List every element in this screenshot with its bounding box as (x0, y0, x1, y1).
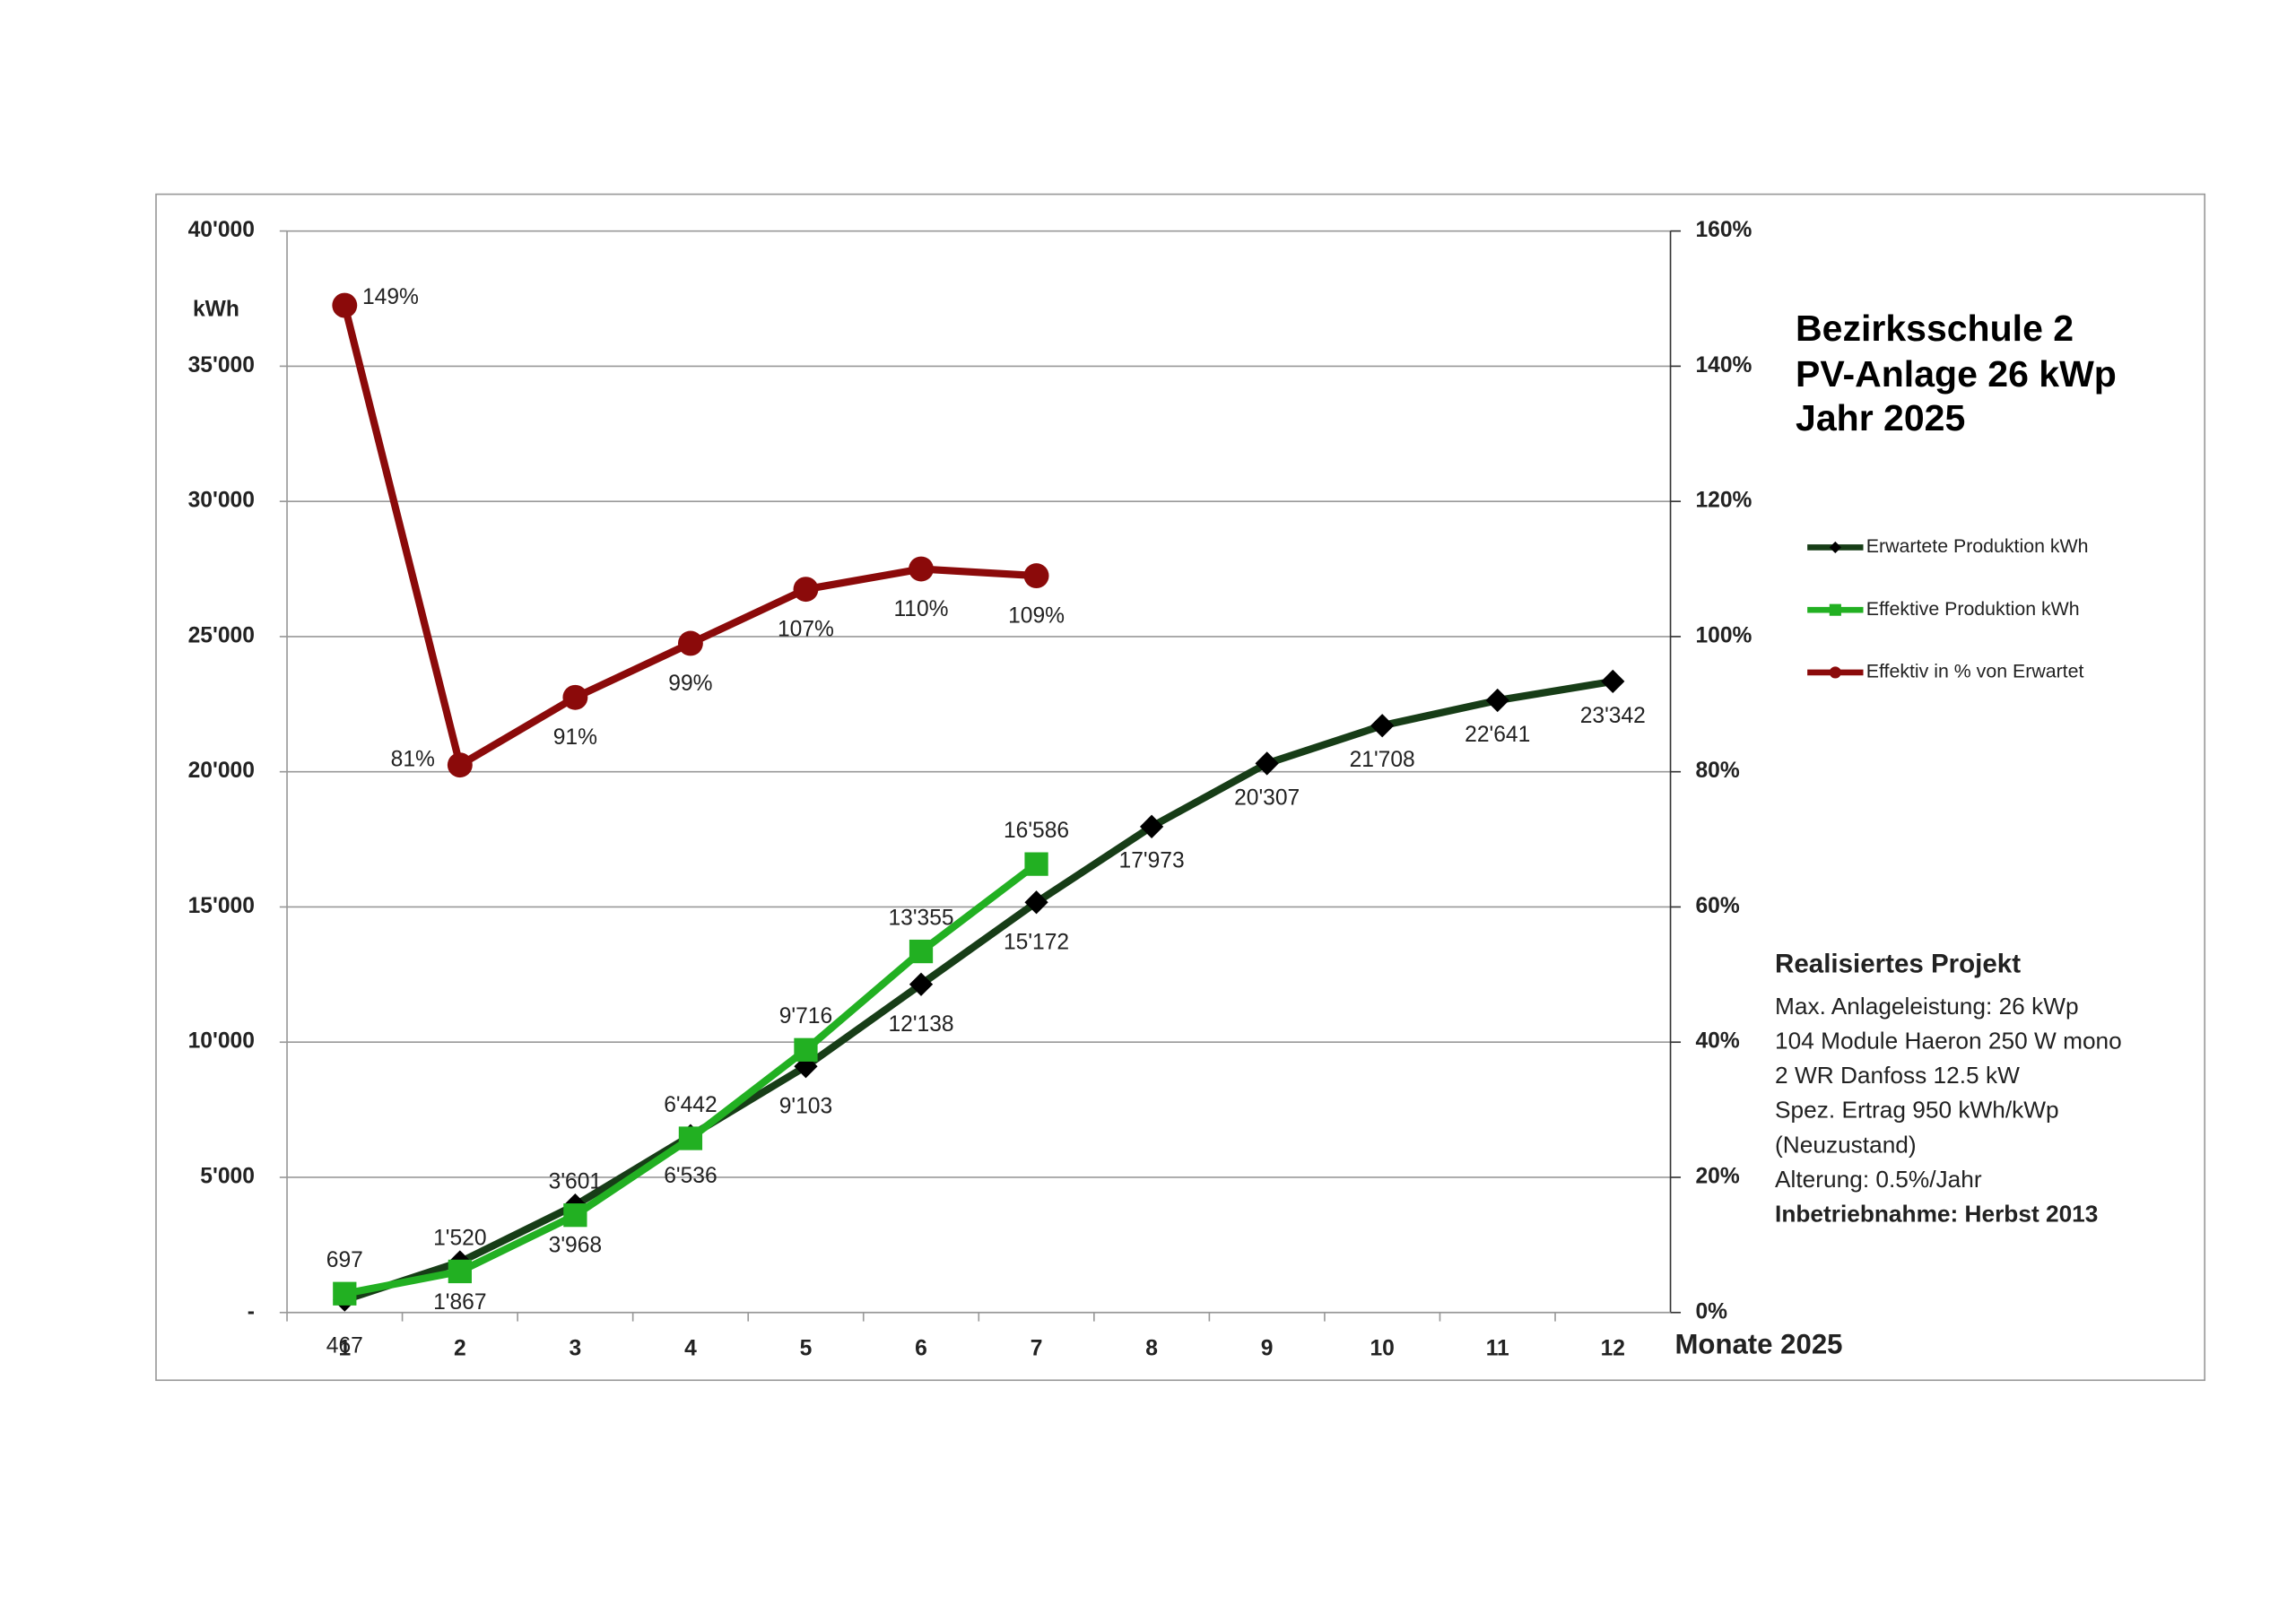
legend-marker (1829, 541, 1841, 554)
chart-title: Jahr 2025 (1796, 397, 1965, 438)
info-line: Max. Anlageleistung: 26 kWp (1775, 993, 2079, 1020)
y2-tick-label: 60% (1695, 894, 1739, 918)
data-label: 13'355 (888, 906, 953, 930)
x-tick-label: 12 (1601, 1336, 1625, 1360)
x-axis-label: Monate 2025 (1674, 1329, 1842, 1360)
data-label: 9'716 (779, 1004, 832, 1028)
y2-tick-label: 40% (1695, 1029, 1739, 1054)
data-label: 110% (893, 597, 948, 621)
chart-title: PV-Anlage 26 kWp (1796, 353, 2117, 395)
chart-border (155, 193, 2206, 1382)
info-line: (Neuzustand) (1775, 1131, 1917, 1158)
y-tick-label: 20'000 (188, 759, 255, 783)
data-label: 697 (326, 1248, 363, 1272)
marker (447, 752, 473, 778)
marker (1139, 814, 1164, 838)
data-label: 15'172 (1004, 931, 1069, 955)
legend-label: Effektiv in % von Erwartet (1866, 661, 2084, 682)
data-label: 12'138 (888, 1012, 953, 1037)
marker (678, 1126, 703, 1150)
chart-title: Bezirksschule 2 (1796, 308, 2074, 349)
y2-tick-label: 20% (1695, 1164, 1739, 1188)
data-label: 17'973 (1119, 849, 1185, 873)
data-label: 6'536 (664, 1164, 717, 1188)
legend-label: Erwartete Produktion kWh (1866, 535, 2089, 557)
data-label: 1'867 (433, 1290, 486, 1315)
y2-tick-label: 100% (1695, 623, 1752, 647)
y-tick-label: - (248, 1299, 255, 1324)
y2-tick-label: 140% (1695, 353, 1752, 378)
marker (1370, 714, 1395, 738)
marker (1024, 852, 1048, 876)
y-axis-label: kWh (193, 298, 239, 322)
marker (909, 939, 934, 964)
marker (677, 630, 703, 656)
marker (332, 292, 358, 318)
data-label: 16'586 (1004, 819, 1069, 843)
x-tick-label: 8 (1145, 1336, 1158, 1360)
data-label: 6'442 (664, 1093, 717, 1117)
y2-tick-label: 0% (1695, 1299, 1727, 1324)
legend-marker (1829, 666, 1841, 679)
marker (793, 577, 819, 603)
data-label: 3'601 (549, 1170, 602, 1194)
y-tick-label: 15'000 (188, 894, 255, 918)
x-tick-label: 2 (454, 1336, 466, 1360)
data-label: 20'307 (1234, 785, 1300, 810)
y-tick-label: 10'000 (188, 1029, 255, 1054)
marker (563, 1203, 587, 1228)
marker (562, 684, 588, 710)
y-tick-label: 30'000 (188, 489, 255, 513)
y-tick-label: 25'000 (188, 623, 255, 647)
x-tick-label: 5 (800, 1336, 813, 1360)
series-line (344, 677, 1613, 1304)
marker (794, 1037, 818, 1062)
x-tick-label: 1 (338, 1336, 351, 1360)
legend-marker (1829, 603, 1841, 616)
x-tick-label: 6 (915, 1336, 927, 1360)
info-line: Inbetriebnahme: Herbst 2013 (1775, 1200, 2098, 1227)
series-line (341, 304, 1037, 769)
y-tick-label: 35'000 (188, 353, 255, 378)
legend-label: Effektive Produktion kWh (1866, 598, 2080, 620)
data-label: 91% (553, 725, 597, 750)
data-label: 99% (668, 672, 712, 696)
marker (448, 1259, 472, 1284)
x-tick-label: 4 (684, 1336, 697, 1360)
x-tick-label: 11 (1486, 1336, 1509, 1360)
marker (333, 1281, 357, 1306)
y-tick-label: 5'000 (200, 1164, 255, 1188)
x-tick-label: 9 (1261, 1336, 1274, 1360)
info-line: Alterung: 0.5%/Jahr (1775, 1166, 1982, 1193)
data-label: 149% (362, 285, 419, 309)
y2-tick-label: 80% (1695, 759, 1739, 783)
x-tick-label: 10 (1370, 1336, 1395, 1360)
data-label: 9'103 (779, 1095, 832, 1119)
marker (1601, 669, 1625, 694)
info-line: Spez. Ertrag 950 kWh/kWp (1775, 1097, 2059, 1124)
data-label: 109% (1008, 604, 1065, 629)
x-tick-label: 7 (1031, 1336, 1043, 1360)
marker (909, 556, 934, 582)
data-label: 1'520 (433, 1226, 486, 1250)
data-label: 23'342 (1580, 704, 1646, 728)
data-label: 81% (391, 748, 435, 772)
info-heading: Realisiertes Projekt (1775, 949, 2021, 978)
y-tick-label: 40'000 (188, 218, 255, 242)
data-label: 107% (778, 618, 834, 642)
y2-tick-label: 120% (1695, 489, 1752, 513)
info-line: 104 Module Haeron 250 W mono (1775, 1028, 2122, 1055)
y2-tick-label: 160% (1695, 218, 1752, 242)
info-line: 2 WR Danfoss 12.5 kW (1775, 1062, 2020, 1089)
data-label: 22'641 (1465, 723, 1530, 747)
marker (1485, 688, 1509, 713)
data-label: 467 (326, 1334, 363, 1358)
data-label: 3'968 (549, 1234, 602, 1258)
x-tick-label: 3 (570, 1336, 582, 1360)
marker (1023, 563, 1049, 589)
data-label: 21'708 (1350, 748, 1415, 772)
